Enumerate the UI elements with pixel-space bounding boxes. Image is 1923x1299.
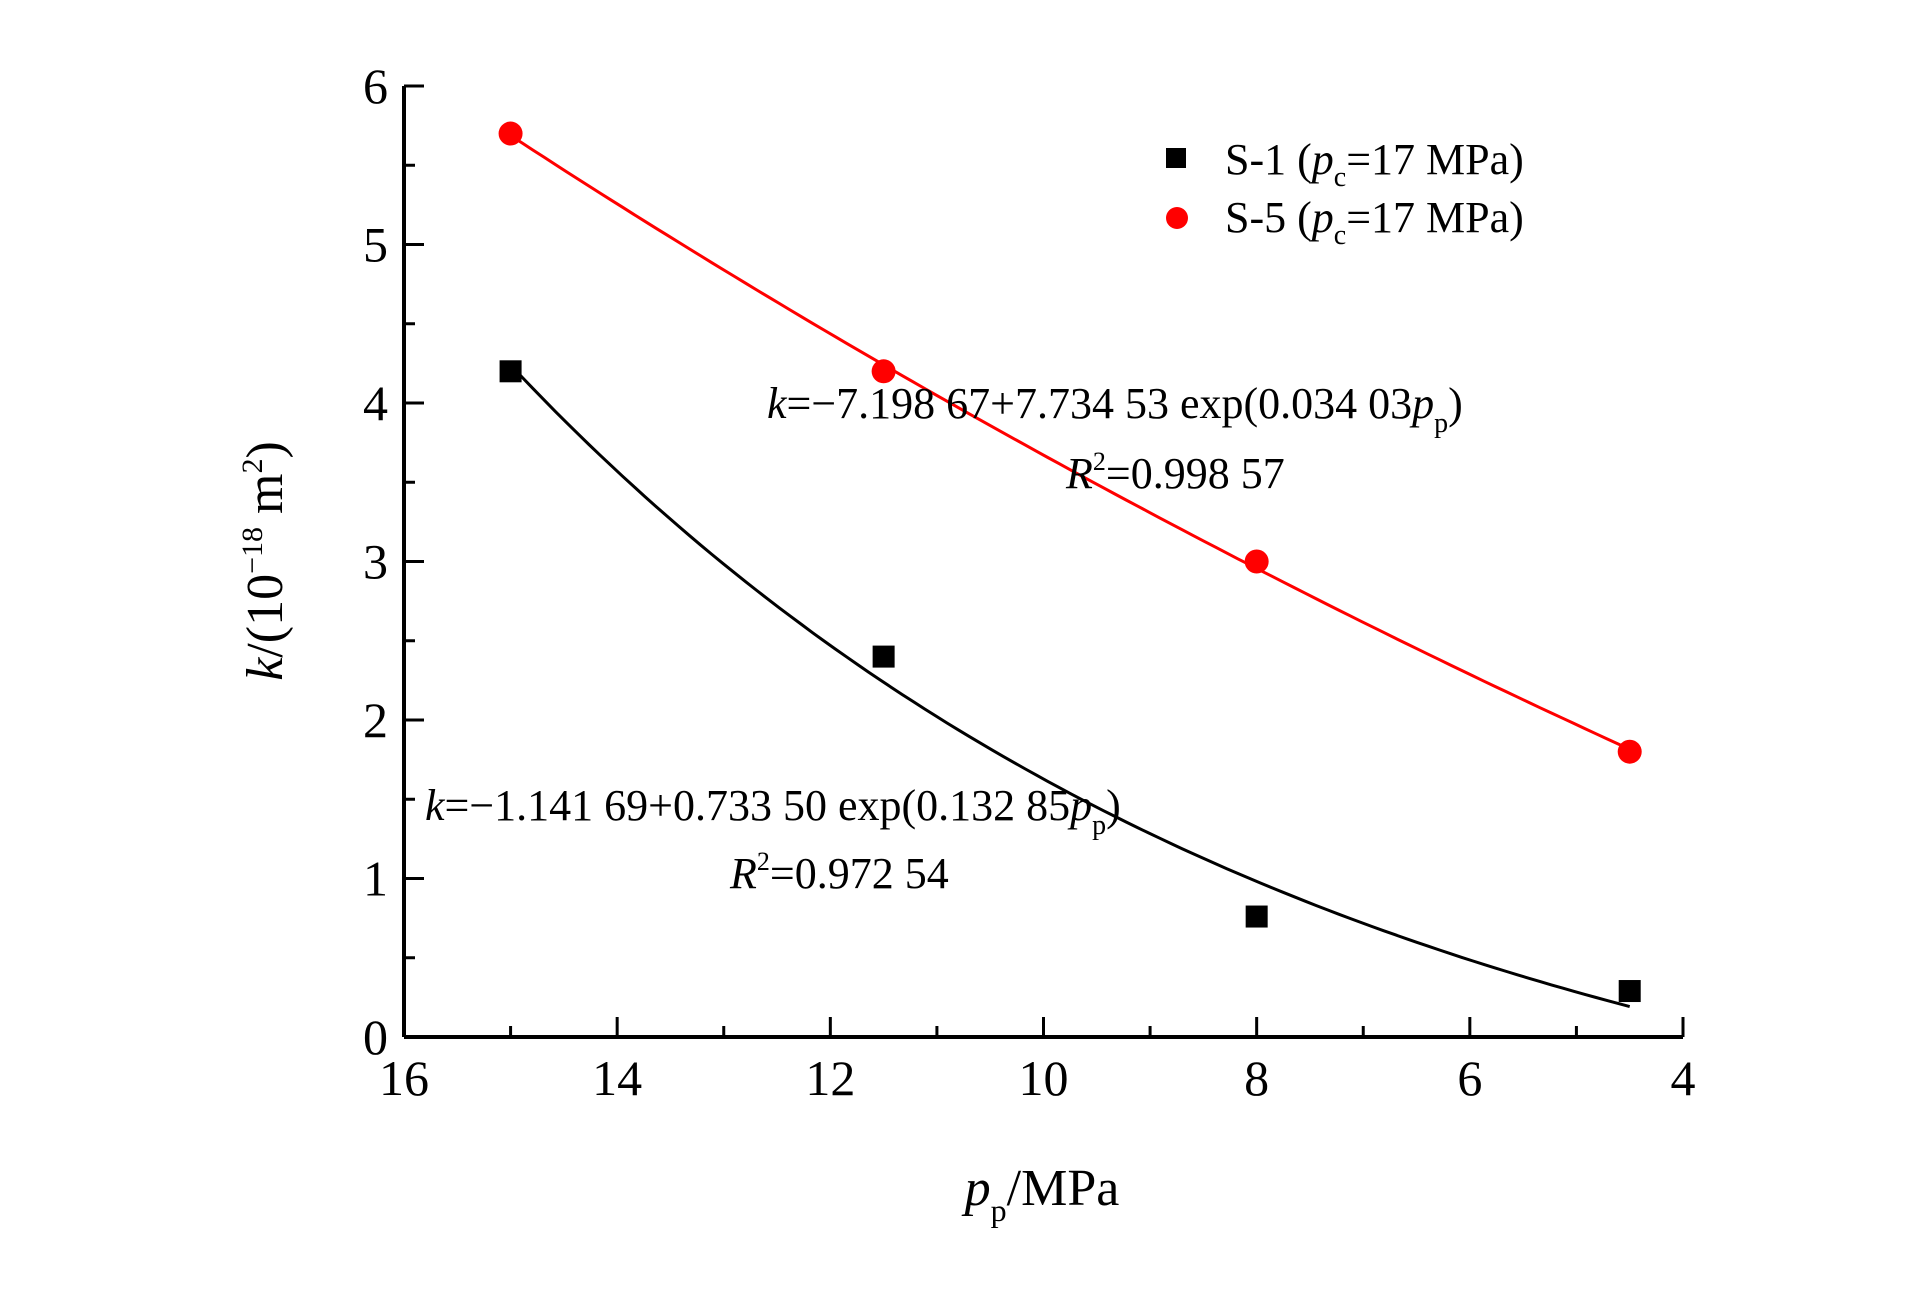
equation-s5: k=−7.198 67+7.734 53 exp(0.034 03pp) [767,379,1463,439]
equation-s1: k=−1.141 69+0.733 50 exp(0.132 85pp) [425,781,1121,841]
data-point-s-1 [1245,905,1268,928]
y-tick-label: 3 [363,534,388,590]
legend-marker-s1 [1166,148,1186,168]
y-tick-label: 0 [363,1009,388,1065]
data-point-s-1 [872,645,895,668]
x-tick-label: 6 [1457,1050,1482,1106]
data-point-s-1 [1618,980,1641,1003]
data-point-s-1 [499,360,522,383]
x-tick-label: 10 [1019,1050,1069,1106]
legend-label-s5: S-5 (pc=17 MPa) [1225,193,1524,251]
legend: S-1 (pc=17 MPa) S-5 (pc=17 MPa) [1166,135,1524,251]
fit-curves [509,134,1631,1009]
x-tick-label: 4 [1671,1050,1696,1106]
y-tick-label: 5 [363,217,388,273]
data-points [498,121,1642,1003]
fit-curve-s-1 [509,364,1631,1009]
legend-marker-s5 [1166,207,1188,229]
data-point-s-5 [1244,549,1269,574]
r2-s1: R2=0.972 54 [729,847,949,898]
x-tick-label: 8 [1244,1050,1269,1106]
x-tick-label: 14 [592,1050,642,1106]
y-tick-label: 6 [363,58,388,114]
x-tick-label: 16 [379,1050,429,1106]
y-tick-label: 4 [363,375,388,431]
y-tick-label: 1 [363,851,388,907]
data-point-s-5 [871,359,896,384]
fit-curve-s-5 [509,134,1631,751]
x-tick-label: 12 [805,1050,855,1106]
data-point-s-5 [498,121,523,146]
r2-s5: R2=0.998 57 [1065,447,1285,498]
data-point-s-5 [1617,739,1642,764]
y-axis-label: k/(10−18 m2) [236,441,294,681]
x-axis-label: pp/MPa [961,1160,1120,1228]
legend-label-s1: S-1 (pc=17 MPa) [1225,135,1524,193]
y-tick-label: 2 [363,692,388,748]
